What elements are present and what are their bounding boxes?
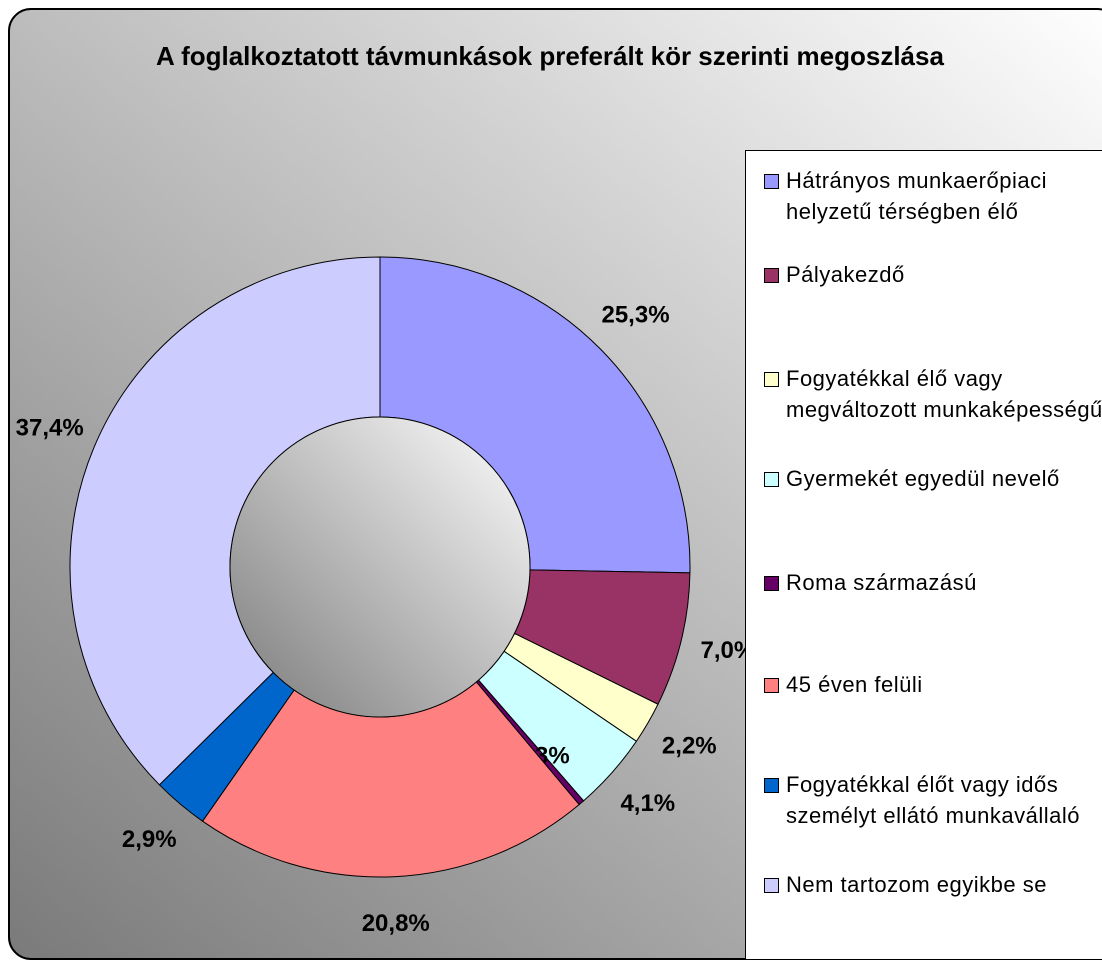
- legend-swatch: [764, 576, 779, 591]
- legend-label: Hátrányos munkaerőpiaci helyzetű térségb…: [786, 168, 1047, 224]
- legend-swatch: [764, 472, 779, 487]
- chart-title: A foglalkoztatott távmunkások preferált …: [156, 41, 944, 71]
- legend-swatch: [764, 878, 779, 893]
- data-label: 25,3%: [601, 302, 669, 329]
- legend: Hátrányos munkaerőpiaci helyzetű térségb…: [745, 150, 1102, 960]
- data-label: 2,9%: [122, 826, 177, 853]
- data-label: 37,4%: [16, 414, 84, 441]
- data-label: 2,2%: [662, 733, 717, 760]
- donut-hole: [229, 416, 531, 718]
- legend-entry: Roma származású: [764, 567, 1102, 598]
- legend-entry: Gyermekét egyedül nevelő: [764, 463, 1102, 494]
- legend-label: 45 éven felüli: [786, 672, 923, 697]
- data-label: 20,8%: [362, 910, 430, 937]
- legend-entry: Fogyatékkal élő vagy megváltozott munkak…: [764, 363, 1102, 425]
- legend-entry: Nem tartozom egyikbe se: [764, 869, 1102, 900]
- legend-swatch: [764, 372, 779, 387]
- legend-label: Gyermekét egyedül nevelő: [786, 466, 1060, 491]
- legend-swatch: [764, 678, 779, 693]
- plot: 25,3%7,0%2,2%4,1%0,3%20,8%2,9%37,4%: [16, 256, 755, 937]
- legend-swatch: [764, 268, 779, 283]
- legend-entry: Pályakezdő: [764, 259, 1102, 290]
- legend-label: Fogyatékkal élőt vagy idős személyt ellá…: [786, 772, 1081, 828]
- legend-label: Roma származású: [786, 570, 977, 595]
- legend-swatch: [764, 778, 779, 793]
- legend-label: Fogyatékkal élő vagy megváltozott munkak…: [786, 366, 1102, 422]
- legend-label: Pályakezdő: [786, 262, 905, 287]
- legend-entry: Fogyatékkal élőt vagy idős személyt ellá…: [764, 769, 1102, 831]
- legend-swatch: [764, 174, 779, 189]
- legend-label: Nem tartozom egyikbe se: [786, 872, 1047, 897]
- legend-entry: 45 éven felüli: [764, 669, 1102, 700]
- legend-entry: Hátrányos munkaerőpiaci helyzetű térségb…: [764, 165, 1102, 227]
- data-label: 4,1%: [620, 790, 675, 817]
